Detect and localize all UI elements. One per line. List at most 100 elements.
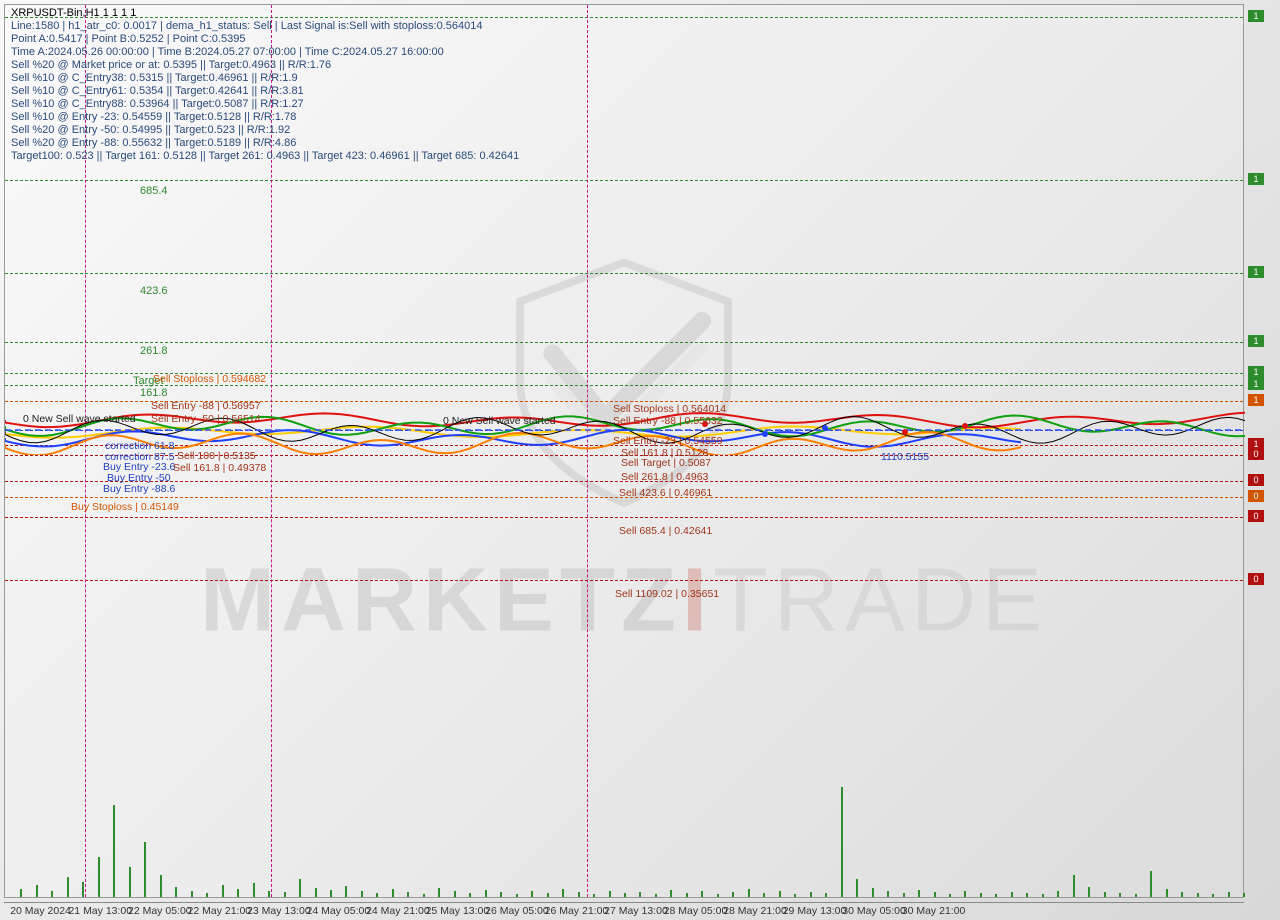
volume-bar	[361, 891, 363, 897]
x-tick: 20 May 2024	[10, 905, 71, 917]
volume-bar	[36, 885, 38, 897]
h-line	[5, 385, 1243, 386]
info-line: Sell %20 @ Market price or at: 0.5395 ||…	[11, 59, 519, 72]
volume-bar	[1104, 892, 1106, 897]
volume-bar	[918, 890, 920, 897]
volume-bar	[67, 877, 69, 897]
volume-bar	[872, 888, 874, 897]
chart-annotation: Sell Entry -88 | 0.55632	[613, 415, 723, 427]
watermark-main: MARKETZ	[200, 551, 682, 651]
chart-annotation: Sell 423.6 | 0.46961	[619, 487, 712, 499]
info-line: Point A:0.5417 | Point B:0.5252 | Point …	[11, 33, 519, 46]
volume-bar	[345, 886, 347, 897]
info-line: Sell %10 @ C_Entry61: 0.5354 || Target:0…	[11, 85, 519, 98]
volume-bar	[639, 892, 641, 897]
chart-annotation: Sell Stoploss | 0.564014	[613, 403, 726, 415]
volume-bar	[531, 891, 533, 897]
symbol-title: XRPUSDT-Bin,H1 1 1 1 1	[11, 7, 519, 20]
info-line: Sell %20 @ Entry -50: 0.54995 || Target:…	[11, 124, 519, 137]
x-tick: 26 May 21:00	[545, 905, 609, 917]
price-badge: 0	[1248, 573, 1264, 585]
marker-dot	[822, 425, 828, 431]
volume-bar	[841, 787, 843, 897]
x-tick: 30 May 05:00	[842, 905, 906, 917]
volume-bar	[82, 882, 84, 897]
x-tick: 29 May 13:00	[783, 905, 847, 917]
chart-annotation: 0 New Sell wave started	[443, 415, 556, 427]
price-badge: 1	[1248, 266, 1264, 278]
volume-bar	[887, 891, 889, 897]
watermark-bar: I	[682, 551, 713, 651]
volume-bar	[175, 887, 177, 897]
volume-bar	[1119, 893, 1121, 897]
volume-bar	[51, 891, 53, 897]
price-badge: 1	[1248, 394, 1264, 406]
x-tick: 22 May 05:00	[128, 905, 192, 917]
volume-bar	[624, 893, 626, 897]
volume-bar	[454, 891, 456, 897]
volume-bar	[748, 889, 750, 897]
price-badge: 1	[1248, 335, 1264, 347]
chart-area[interactable]: MARKETZITRADE 685.4423.6261.8Target161.8…	[4, 4, 1244, 898]
x-tick: 24 May 21:00	[366, 905, 430, 917]
x-tick: 23 May 13:00	[247, 905, 311, 917]
volume-bar	[376, 893, 378, 897]
price-badge: 0	[1248, 474, 1264, 486]
fib-label: 161.8	[140, 387, 168, 399]
price-badge: 1	[1248, 10, 1264, 22]
info-line: Line:1580 | h1_atr_c0: 0.0017 | dema_h1_…	[11, 20, 519, 33]
volume-bar	[763, 893, 765, 897]
volume-bar	[547, 893, 549, 897]
chart-annotation: Sell 161.8 | 0.49378	[173, 462, 266, 474]
marker-dot	[902, 429, 908, 435]
volume-bar	[655, 894, 657, 897]
volume-bar	[949, 894, 951, 897]
chart-annotation: Sell 100 | 0.5135	[177, 450, 256, 462]
marker-dot	[962, 423, 968, 429]
volume-bar	[934, 892, 936, 897]
volume-area	[5, 757, 1243, 897]
chart-annotation: Sell 261.8 | 0.4963	[621, 471, 708, 483]
volume-bar	[701, 891, 703, 897]
chart-annotation: Sell Target | 0.5087	[621, 457, 711, 469]
info-line: Sell %10 @ C_Entry38: 0.5315 || Target:0…	[11, 72, 519, 85]
x-tick: 28 May 05:00	[664, 905, 728, 917]
volume-bar	[856, 879, 858, 897]
chart-annotation: Sell 685.4 | 0.42641	[619, 525, 712, 537]
volume-bar	[500, 892, 502, 897]
price-badge: 0	[1248, 448, 1264, 460]
volume-bar	[284, 892, 286, 897]
price-badge: 0	[1248, 510, 1264, 522]
volume-bar	[268, 891, 270, 897]
volume-bar	[810, 892, 812, 897]
volume-bar	[1073, 875, 1075, 897]
volume-bar	[578, 892, 580, 897]
volume-bar	[1212, 894, 1214, 897]
volume-bar	[964, 891, 966, 897]
volume-bar	[222, 885, 224, 897]
h-line	[5, 273, 1243, 274]
x-tick: 22 May 21:00	[188, 905, 252, 917]
volume-bar	[732, 892, 734, 897]
volume-bar	[160, 875, 162, 897]
volume-bar	[1228, 892, 1230, 897]
chart-annotation: Sell Entry -88 | 0.56957	[151, 400, 261, 412]
volume-bar	[237, 889, 239, 897]
volume-bar	[98, 857, 100, 897]
volume-bar	[191, 891, 193, 897]
volume-bar	[1011, 892, 1013, 897]
volume-bar	[670, 890, 672, 897]
volume-bar	[407, 892, 409, 897]
volume-bar	[794, 894, 796, 897]
price-badge: 1	[1248, 378, 1264, 390]
price-badge: 1	[1248, 173, 1264, 185]
volume-bar	[392, 889, 394, 897]
watermark-text: MARKETZITRADE	[200, 550, 1048, 653]
chart-annotation: Sell 1109.02 | 0.35651	[615, 588, 719, 600]
volume-bar	[20, 889, 22, 897]
volume-bar	[516, 894, 518, 897]
volume-bar	[980, 893, 982, 897]
fib-label: 261.8	[140, 345, 168, 357]
volume-bar	[129, 867, 131, 897]
volume-bar	[1042, 894, 1044, 897]
